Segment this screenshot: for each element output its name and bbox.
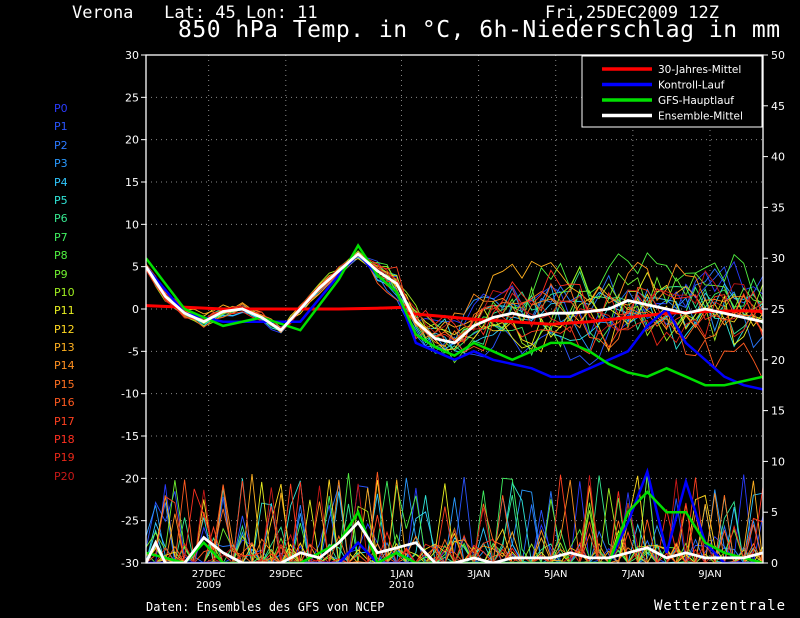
- control-run-temp-line: [146, 252, 763, 391]
- member-label: P5: [54, 193, 68, 207]
- y-tick-label: 20: [125, 134, 139, 147]
- legend-label: 30-Jahres-Mittel: [658, 64, 741, 76]
- issue-time: Fri,25DEC2009 12Z: [545, 3, 719, 23]
- y2-tick-label: 45: [771, 100, 785, 113]
- member-precip-line: [146, 471, 763, 563]
- member-label: P13: [54, 341, 75, 355]
- y2-tick-label: 35: [771, 201, 785, 214]
- y2-tick-label: 0: [771, 557, 778, 570]
- ensemble-mean-precip-line: [146, 520, 763, 563]
- ensemble-member-lines: [146, 250, 763, 563]
- y-tick-label: -30: [121, 557, 139, 570]
- x-tick-label: 3JAN: [467, 569, 490, 580]
- y-tick-label: 5: [132, 261, 139, 274]
- climate-mean-line: [146, 304, 407, 311]
- y2-tick-label: 20: [771, 354, 785, 367]
- member-precip-line: [146, 472, 763, 563]
- chart-legend: 30-Jahres-Mittel Kontroll-Lauf GFS-Hauptla…: [581, 55, 763, 128]
- y-tick-label: -10: [121, 388, 139, 401]
- member-label: P6: [54, 212, 68, 226]
- x-tick-label: 5JAN: [544, 569, 567, 580]
- control-run-precip-line: [146, 467, 763, 563]
- y-tick-label: -15: [121, 430, 139, 443]
- y2-tick-label: 30: [771, 252, 785, 265]
- station-header: Verona Lat: 45 Lon: 11: [72, 3, 318, 23]
- y2-tick-label: 15: [771, 405, 785, 418]
- member-label: P12: [54, 322, 75, 336]
- member-label: P18: [54, 433, 75, 447]
- member-precip-line: [146, 527, 763, 563]
- x-tick-year: 2009: [196, 580, 221, 591]
- y2-tick-label: 5: [771, 506, 778, 519]
- legend-label: Kontroll-Lauf: [658, 80, 725, 92]
- member-label: P17: [54, 414, 75, 428]
- x-tick-label: 27DEC: [192, 569, 226, 580]
- member-label: P2: [54, 138, 68, 152]
- member-precip-line: [146, 474, 763, 563]
- y-tick-label: 25: [125, 91, 139, 104]
- member-label: P11: [54, 304, 75, 318]
- legend-label: GFS-Hauptlauf: [658, 95, 734, 107]
- x-tick-label: 9JAN: [698, 569, 721, 580]
- x-tick-label: 7JAN: [621, 569, 644, 580]
- ensemble-mean-temp-line: [146, 252, 763, 345]
- member-label: P15: [54, 377, 75, 391]
- member-label: P7: [54, 230, 68, 244]
- member-precip-line: [146, 491, 763, 563]
- y2-tick-label: 40: [771, 151, 785, 164]
- member-label: P20: [54, 469, 75, 483]
- member-label: P3: [54, 157, 68, 171]
- member-label: P19: [54, 451, 75, 465]
- member-label: P8: [54, 249, 68, 263]
- member-label: P9: [54, 267, 68, 281]
- x-tick-label: 29DEC: [269, 569, 303, 580]
- y2-tick-label: 50: [771, 49, 785, 62]
- member-precip-line: [146, 477, 763, 563]
- chart-title: 850 hPa Temp. in °C, 6h-Niederschlag in …: [178, 17, 781, 43]
- member-legend: P0 P1 P2 P3 P4 P5 P6 P7 P8 P9 P10 P11 P12 P13 P14 P15 P1…: [54, 100, 75, 486]
- member-label: P1: [54, 120, 68, 134]
- brand-label: Wetterzentrale: [654, 598, 787, 614]
- member-precip-line: [146, 475, 763, 563]
- member-label: P14: [54, 359, 75, 373]
- gfs-main-precip-line: [146, 490, 763, 563]
- x-tick-year: 2010: [389, 580, 414, 591]
- y-tick-label: 10: [125, 218, 139, 231]
- member-temp-line: [146, 255, 763, 354]
- x-tick-label: 1JAN: [390, 569, 413, 580]
- member-precip-line: [146, 474, 763, 563]
- member-label: P16: [54, 396, 75, 410]
- member-label: P0: [54, 102, 68, 115]
- gfs-main-temp-line: [146, 243, 763, 387]
- member-precip-line: [146, 485, 763, 563]
- legend-label: Ensemble-Mittel: [658, 111, 743, 123]
- y2-tick-label: 25: [771, 303, 785, 316]
- y-tick-label: 15: [125, 176, 139, 189]
- left-axis: 30 25 20 15 10 5 0 -5 -10 -15 -20 -25 -30: [121, 49, 146, 570]
- data-source: Daten: Ensembles des GFS von NCEP: [146, 600, 385, 614]
- y2-tick-label: 10: [771, 455, 785, 468]
- y-tick-label: -5: [128, 345, 139, 358]
- y-tick-label: -25: [121, 515, 139, 528]
- y-tick-label: -20: [121, 472, 139, 485]
- member-label: P10: [54, 285, 75, 299]
- member-precip-line: [146, 481, 763, 563]
- highlighted-lines: [146, 243, 763, 563]
- y-tick-label: 30: [125, 49, 139, 62]
- member-label: P4: [54, 175, 68, 189]
- member-temp-line: [146, 252, 763, 339]
- y-tick-label: 0: [132, 303, 139, 316]
